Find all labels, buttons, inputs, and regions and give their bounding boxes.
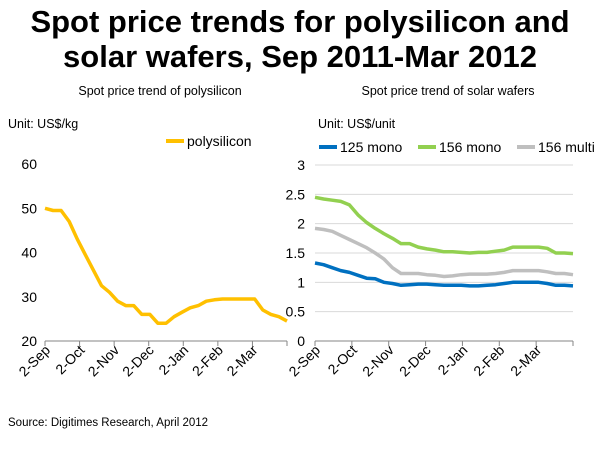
right-unit-label: Unit: US$/unit (318, 117, 396, 131)
left-y-tick-label: 30 (21, 289, 37, 305)
left-x-tick-label: 2-Jan (155, 342, 191, 378)
source-note: Source: Digitimes Research, April 2012 (8, 417, 209, 429)
right-chart-title: Spot price trend of solar wafers (361, 84, 535, 98)
right-x-tick-label: 2-Dec (396, 342, 434, 380)
right-legend-label: 156 multi (538, 139, 595, 155)
left-y-tick-label: 60 (21, 156, 37, 172)
left-x-tick-label: 2-Oct (52, 342, 88, 378)
left-unit-label: Unit: US$/kg (8, 117, 79, 131)
left-x-tick-label: 2-Feb (189, 342, 226, 379)
left-legend-label: polysilicon (187, 133, 252, 149)
left-series-line-polysilicon (44, 206, 288, 326)
right-y-tick-label: 1.5 (286, 245, 306, 261)
right-y-tick-label: 2.5 (286, 186, 306, 202)
right-x-tick-label: 2-Oct (324, 342, 360, 378)
right-y-tick-label: 0 (297, 333, 305, 349)
left-x-tick-label: 2-Dec (119, 342, 157, 380)
right-x-tick-label: 2-Jan (434, 342, 470, 378)
page-title: Spot price trends for polysilicon and so… (30, 4, 570, 74)
left-x-tick-label: 2-Mar (223, 342, 260, 379)
right-legend-label: 156 mono (439, 139, 501, 155)
left-chart-title: Spot price trend of polysilicon (78, 84, 242, 98)
left-y-tick-label: 20 (21, 333, 37, 349)
right-x-tick-label: 2-Nov (359, 342, 397, 380)
left-y-tick-label: 50 (21, 200, 37, 216)
right-y-tick-label: 1 (297, 274, 305, 290)
left-x-tick-label: 2-Nov (85, 342, 123, 380)
right-x-tick-label: 2-Feb (470, 342, 507, 379)
right-y-tick-label: 3 (297, 157, 305, 173)
right-legend-label: 125 mono (340, 139, 402, 155)
right-y-tick-label: 2 (297, 216, 305, 232)
right-series-line-156-mono (314, 195, 574, 256)
left-y-tick-label: 40 (21, 245, 37, 261)
right-series-line-125-mono (314, 261, 574, 288)
right-series-line-156-multi (314, 226, 574, 279)
right-y-tick-label: 0.5 (286, 304, 306, 320)
right-x-tick-label: 2-Mar (507, 342, 544, 379)
